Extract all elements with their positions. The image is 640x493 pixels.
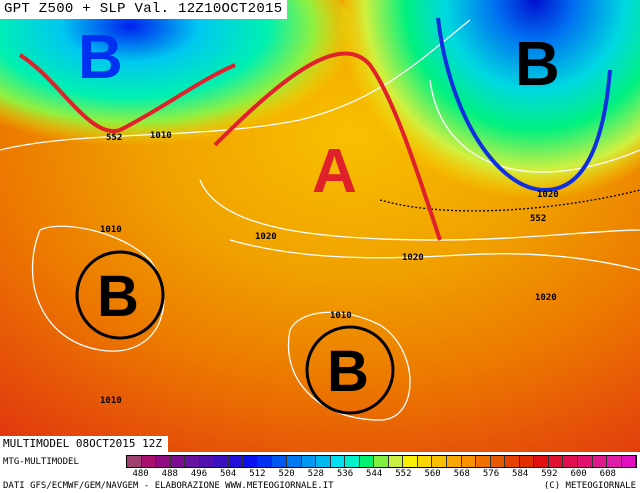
low-pressure-center: B: [97, 264, 139, 329]
color-swatch: [141, 456, 157, 467]
color-swatch: [243, 456, 258, 467]
color-scale-tick: 552: [395, 469, 412, 479]
isoline-label: 1010: [330, 311, 352, 321]
color-scale-tick: 480: [132, 469, 149, 479]
color-swatch: [447, 456, 462, 467]
color-scale-tick: 600: [570, 469, 587, 479]
color-scale-tick: 520: [278, 469, 295, 479]
low-circle: [305, 325, 395, 415]
color-swatch: [287, 456, 302, 467]
color-scale-ticks: 480 488 496 504 512 520 528 536 544 552 560 568 576 5…: [126, 469, 637, 481]
color-swatch: [170, 456, 186, 467]
color-swatch: [316, 456, 331, 467]
low-pressure-center: B: [515, 30, 560, 99]
map-title: GPT Z500 + SLP Val. 12Z10OCT2015: [0, 0, 288, 19]
low-pressure-center: B: [327, 339, 369, 404]
color-swatch: [330, 456, 346, 467]
color-scale-tick: 560: [424, 469, 441, 479]
ridge-line: [213, 51, 442, 241]
isoline-label: 552: [530, 214, 546, 224]
color-swatch: [403, 456, 418, 467]
low-circle: [75, 250, 165, 340]
color-scale-tick: 536: [336, 469, 354, 479]
trough-line-northwest: [18, 53, 236, 134]
color-swatch: [476, 456, 491, 467]
color-scale-tick: 528: [307, 469, 324, 479]
color-scale-tick: 568: [453, 469, 470, 479]
isoline-label: 1020: [255, 232, 277, 242]
copyright: (C) METEOGIORNALE: [543, 481, 636, 491]
model-run: MULTIMODEL 08OCT2015 12Z: [0, 436, 168, 452]
high-pressure-center: A: [312, 137, 357, 206]
isoline-label: 1010: [100, 396, 122, 406]
color-scale-tick: 608: [599, 469, 616, 479]
low-pressure-area-northeast: [335, 0, 640, 260]
footer: MTG-MULTIMODEL 480 488 496 504 512 520 528 536 5…: [0, 452, 640, 493]
color-swatch: [388, 456, 404, 467]
color-swatch: [359, 456, 375, 467]
color-swatch: [534, 456, 549, 467]
model-name: MTG-MULTIMODEL: [3, 457, 79, 467]
color-swatch: [185, 456, 200, 467]
color-swatch: [301, 456, 317, 467]
color-scale-tick: 504: [220, 469, 237, 479]
color-swatch: [607, 456, 622, 467]
color-swatch: [127, 456, 142, 467]
color-swatch: [257, 456, 273, 467]
color-swatch: [272, 456, 288, 467]
isoline-label: 1020: [535, 293, 557, 303]
color-swatch: [621, 456, 637, 467]
isoline-label: 1010: [150, 131, 172, 141]
color-swatch: [214, 456, 229, 467]
color-swatch: [592, 456, 608, 467]
color-swatch: [345, 456, 360, 467]
color-swatch: [548, 456, 564, 467]
color-swatch: [432, 456, 448, 467]
isoline-label: 552: [106, 133, 122, 143]
trough-line-northeast: [436, 17, 612, 193]
isoline-label: 1020: [402, 253, 424, 263]
color-swatch: [461, 456, 477, 467]
color-scale: [126, 455, 637, 468]
color-scale-tick: 488: [161, 469, 178, 479]
isoline-label: 1020: [537, 190, 559, 200]
color-swatch: [577, 456, 593, 467]
color-swatch: [228, 456, 244, 467]
color-swatch: [417, 456, 433, 467]
color-swatch: [156, 456, 171, 467]
color-swatch: [519, 456, 535, 467]
low-pressure-area-northwest: [0, 0, 360, 170]
color-scale-tick: 576: [482, 469, 500, 479]
color-scale-tick: 544: [366, 469, 383, 479]
data-credit: DATI GFS/ECMWF/GEM/NAVGEM - ELABORAZIONE…: [3, 481, 334, 491]
weather-map: B B A B B 552 1010 1010 552 1020 1020 10…: [0, 0, 640, 452]
color-scale-tick: 592: [541, 469, 558, 479]
color-scale-tick: 512: [249, 469, 266, 479]
low-pressure-center: B: [78, 23, 123, 92]
color-swatch: [374, 456, 389, 467]
isoline-label: 1010: [100, 225, 122, 235]
color-scale-tick: 584: [512, 469, 529, 479]
color-swatch: [563, 456, 578, 467]
isoline-labels: 552 1010 1010 552 1020 1020 1020 1020 10…: [100, 131, 559, 406]
color-swatch: [505, 456, 520, 467]
color-swatch: [199, 456, 215, 467]
color-swatch: [490, 456, 506, 467]
color-scale-tick: 496: [190, 469, 208, 479]
